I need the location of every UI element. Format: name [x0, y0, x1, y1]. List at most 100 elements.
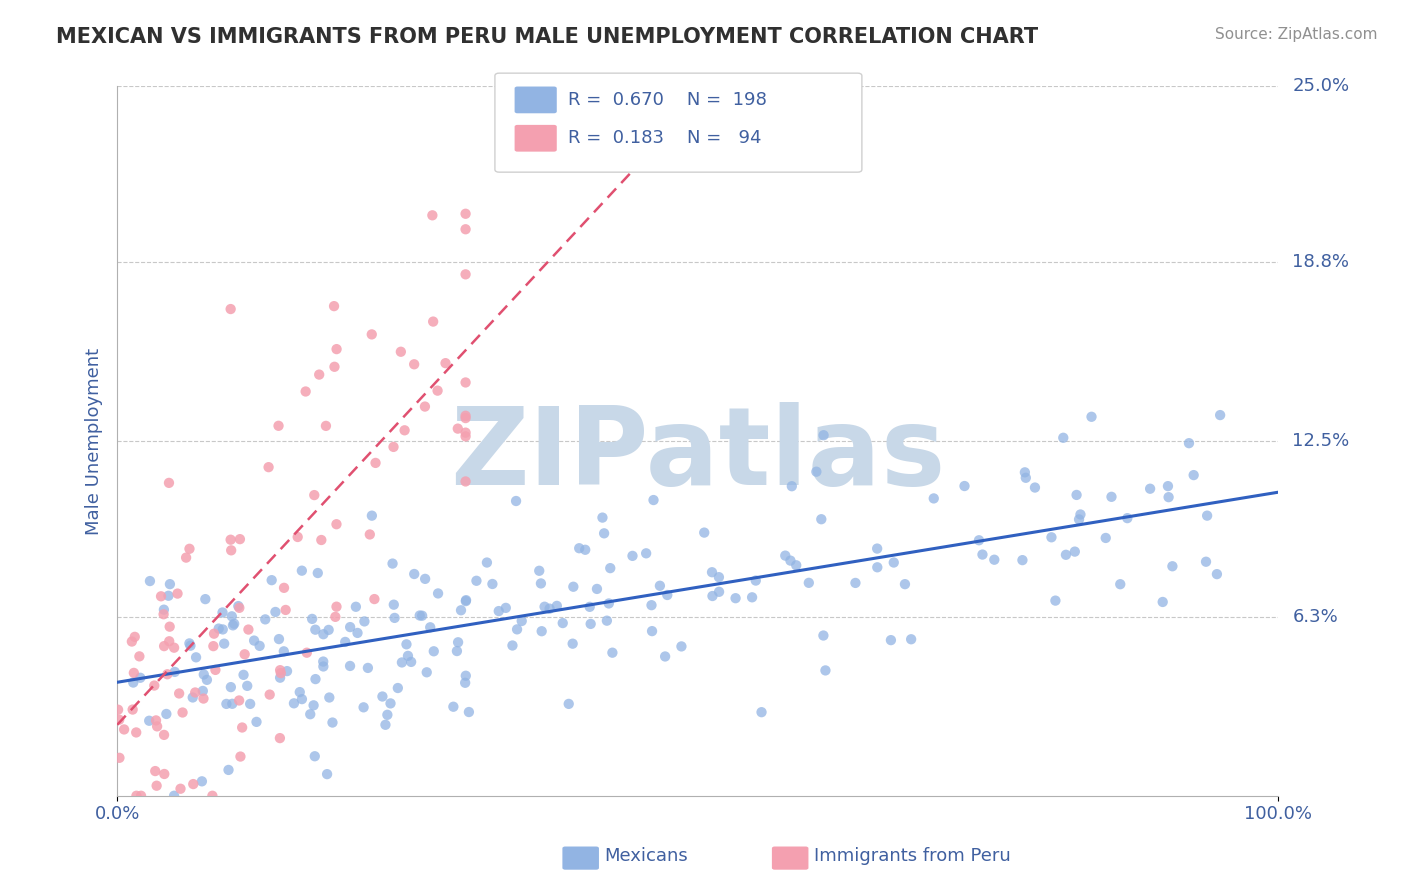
Point: [301, 612, 323, 626]
Point: [382, 440, 405, 454]
Point: [302, 698, 325, 713]
Point: [371, 690, 394, 704]
Point: [488, 604, 510, 618]
Point: [295, 646, 318, 660]
Point: [404, 357, 426, 371]
Point: [259, 688, 281, 702]
Point: [446, 644, 468, 658]
Point: [596, 614, 619, 628]
Point: [465, 574, 488, 588]
Point: [454, 475, 477, 489]
Point: [1067, 512, 1090, 526]
Point: [510, 614, 533, 628]
Point: [108, 751, 131, 765]
Point: [427, 586, 450, 600]
Point: [1178, 436, 1201, 450]
Point: [150, 589, 173, 603]
Point: [557, 697, 579, 711]
Point: [880, 633, 903, 648]
Point: [283, 696, 305, 710]
Point: [1069, 508, 1091, 522]
Point: [396, 648, 419, 663]
Point: [211, 623, 233, 637]
Point: [419, 620, 441, 634]
Point: [233, 647, 256, 661]
Point: [363, 592, 385, 607]
Point: [304, 672, 326, 686]
Point: [270, 666, 292, 681]
Point: [866, 541, 889, 556]
Point: [454, 376, 477, 390]
Point: [269, 731, 291, 745]
Point: [273, 644, 295, 658]
Point: [382, 598, 405, 612]
Point: [163, 640, 186, 655]
Point: [166, 586, 188, 600]
Point: [404, 567, 426, 582]
Point: [671, 640, 693, 654]
Point: [1054, 548, 1077, 562]
Point: [780, 479, 803, 493]
Point: [239, 697, 262, 711]
Point: [745, 574, 768, 588]
Point: [243, 633, 266, 648]
Point: [546, 599, 568, 613]
Point: [530, 624, 553, 639]
Point: [529, 564, 551, 578]
Point: [621, 549, 644, 563]
Point: [215, 697, 238, 711]
Point: [353, 700, 375, 714]
Point: [159, 577, 181, 591]
Point: [122, 675, 145, 690]
Point: [450, 603, 472, 617]
Point: [501, 639, 523, 653]
Point: [128, 649, 150, 664]
Point: [191, 684, 214, 698]
Point: [643, 493, 665, 508]
Point: [574, 542, 596, 557]
Point: [129, 789, 152, 803]
Point: [304, 623, 326, 637]
Point: [551, 616, 574, 631]
Point: [593, 526, 616, 541]
Point: [108, 713, 131, 727]
Point: [1011, 553, 1033, 567]
Point: [311, 533, 333, 547]
Point: [273, 581, 295, 595]
Point: [447, 635, 470, 649]
Point: [395, 637, 418, 651]
Point: [454, 425, 477, 440]
Point: [751, 705, 773, 719]
Point: [156, 667, 179, 681]
Point: [411, 608, 433, 623]
Point: [389, 344, 412, 359]
Point: [387, 681, 409, 695]
Point: [505, 494, 527, 508]
Point: [219, 543, 242, 558]
Point: [138, 714, 160, 728]
Point: [344, 599, 367, 614]
Point: [454, 411, 477, 425]
Point: [221, 609, 243, 624]
Point: [813, 428, 835, 442]
Point: [274, 603, 297, 617]
Point: [441, 699, 464, 714]
Point: [657, 588, 679, 602]
Point: [579, 616, 602, 631]
Point: [193, 691, 215, 706]
Point: [495, 600, 517, 615]
Point: [260, 573, 283, 587]
Point: [204, 663, 226, 677]
Point: [883, 556, 905, 570]
Point: [654, 649, 676, 664]
Point: [122, 665, 145, 680]
Point: [359, 527, 381, 541]
Point: [636, 546, 658, 560]
Point: [121, 702, 143, 716]
Point: [454, 268, 477, 282]
Point: [299, 707, 322, 722]
Point: [145, 714, 167, 728]
Point: [157, 634, 180, 648]
Point: [339, 659, 361, 673]
Point: [1045, 593, 1067, 607]
